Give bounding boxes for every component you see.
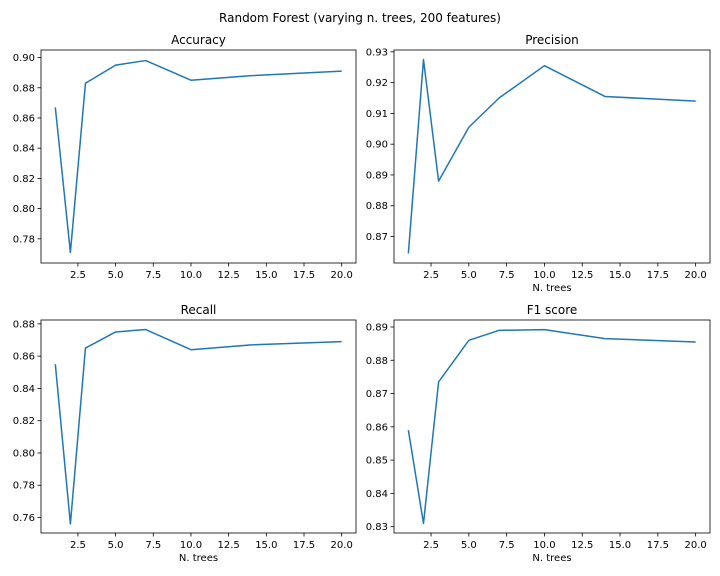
precision-xtick-label-3: 10.0 — [533, 270, 555, 281]
f1-score-xtick-label-4: 12.5 — [571, 540, 593, 551]
precision-ytick-label-2: 0.89 — [366, 170, 388, 181]
f1-score-ytick-label-6: 0.89 — [366, 322, 388, 333]
recall-series-line — [54, 328, 342, 525]
f1-score-xtick-label-6: 17.5 — [647, 540, 669, 551]
precision-ytick-label-6: 0.93 — [366, 47, 388, 58]
f1-score-xtick-label-3: 10.0 — [533, 540, 555, 551]
f1-score-ytick-label-4: 0.87 — [366, 389, 388, 400]
accuracy-xtick-label-7: 20.0 — [331, 270, 353, 281]
recall-ytick-label-4: 0.84 — [13, 384, 35, 395]
precision-xtick-label-4: 12.5 — [571, 270, 593, 281]
recall-xtick-label-0: 2.5 — [70, 540, 86, 551]
recall-ytick-label-0: 0.76 — [13, 513, 35, 524]
accuracy-xtick-label-1: 5.0 — [108, 270, 124, 281]
accuracy-series-line — [54, 59, 342, 254]
recall-ytick-label-2: 0.80 — [13, 448, 35, 459]
recall-ytick-label-1: 0.78 — [13, 481, 35, 492]
f1-score-title: F1 score — [527, 303, 578, 317]
accuracy-ytick-label-5: 0.88 — [13, 83, 35, 94]
recall-xtick-label-6: 17.5 — [293, 540, 315, 551]
figure-title: Random Forest (varying n. trees, 200 fea… — [219, 11, 501, 25]
precision-series-line — [407, 58, 696, 254]
subplot-recall: Recall 2.5 5.0 7.5 10.0 12.5 15.0 17.5 20.0 0.76 0… — [13, 303, 357, 564]
accuracy-ytick-label-4: 0.86 — [13, 113, 35, 124]
f1-score-xtick-label-2: 7.5 — [499, 540, 515, 551]
accuracy-axes-frame — [40, 49, 357, 264]
f1-score-ytick-label-5: 0.88 — [366, 356, 388, 367]
accuracy-xtick-label-5: 15.0 — [255, 270, 277, 281]
subplot-precision: Precision 2.5 5.0 7.5 10.0 12.5 15.0 17.5 20.0 0.… — [366, 33, 711, 294]
subplot-f1-score: F1 score 2.5 5.0 7.5 10.0 12.5 15.0 17.5 20.0 0.8… — [366, 303, 711, 564]
accuracy-ytick-label-0: 0.78 — [13, 234, 35, 245]
f1-score-axes-frame — [393, 319, 711, 534]
recall-ytick-label-6: 0.88 — [13, 319, 35, 330]
recall-ytick-label-3: 0.82 — [13, 416, 35, 427]
recall-xtick-label-3: 10.0 — [180, 540, 202, 551]
accuracy-xtick-label-6: 17.5 — [293, 270, 315, 281]
precision-xtick-label-0: 2.5 — [423, 270, 439, 281]
accuracy-xtick-label-3: 10.0 — [180, 270, 202, 281]
f1-score-xlabel: N. trees — [532, 553, 571, 564]
precision-xtick-label-2: 7.5 — [499, 270, 515, 281]
recall-xtick-label-2: 7.5 — [145, 540, 161, 551]
f1-score-ytick-label-0: 0.83 — [366, 522, 388, 533]
accuracy-xtick-label-2: 7.5 — [145, 270, 161, 281]
precision-xtick-label-5: 15.0 — [609, 270, 631, 281]
precision-ytick-label-3: 0.90 — [366, 140, 388, 151]
precision-axes-frame — [393, 49, 711, 264]
subplots: Accuracy 2.5 5.0 7.5 10.0 12.5 15.0 17.5 20.0 0.7… — [13, 33, 711, 564]
precision-xtick-label-7: 20.0 — [685, 270, 707, 281]
accuracy-xtick-label-0: 2.5 — [70, 270, 86, 281]
accuracy-ytick-label-2: 0.82 — [13, 174, 35, 185]
precision-ytick-label-4: 0.91 — [366, 109, 388, 120]
accuracy-ytick-label-6: 0.90 — [13, 53, 35, 64]
recall-ytick-label-5: 0.86 — [13, 352, 35, 363]
accuracy-title: Accuracy — [171, 33, 226, 47]
f1-score-xtick-label-5: 15.0 — [609, 540, 631, 551]
f1-score-ytick-label-3: 0.86 — [366, 422, 388, 433]
recall-xlabel: N. trees — [179, 553, 218, 564]
accuracy-ytick-label-3: 0.84 — [13, 144, 35, 155]
recall-axes-frame — [40, 319, 357, 534]
recall-title: Recall — [181, 303, 217, 317]
f1-score-xtick-label-1: 5.0 — [461, 540, 477, 551]
precision-xtick-label-1: 5.0 — [461, 270, 477, 281]
recall-xtick-label-5: 15.0 — [255, 540, 277, 551]
precision-xlabel: N. trees — [532, 283, 571, 294]
f1-score-xtick-label-7: 20.0 — [685, 540, 707, 551]
subplot-accuracy: Accuracy 2.5 5.0 7.5 10.0 12.5 15.0 17.5 20.0 0.7… — [13, 33, 357, 281]
precision-ytick-label-1: 0.88 — [366, 201, 388, 212]
f1-score-xtick-label-0: 2.5 — [423, 540, 439, 551]
f1-score-ytick-label-1: 0.84 — [366, 489, 388, 500]
recall-xtick-label-7: 20.0 — [331, 540, 353, 551]
f1-score-ytick-label-2: 0.85 — [366, 456, 388, 467]
precision-xtick-label-6: 17.5 — [647, 270, 669, 281]
f1-score-series-line — [407, 328, 696, 525]
accuracy-xtick-label-4: 12.5 — [218, 270, 240, 281]
recall-xtick-label-4: 12.5 — [218, 540, 240, 551]
recall-xtick-label-1: 5.0 — [108, 540, 124, 551]
precision-ytick-label-5: 0.92 — [366, 78, 388, 89]
precision-ytick-label-0: 0.87 — [366, 232, 388, 243]
accuracy-ytick-label-1: 0.80 — [13, 204, 35, 215]
precision-title: Precision — [525, 33, 579, 47]
